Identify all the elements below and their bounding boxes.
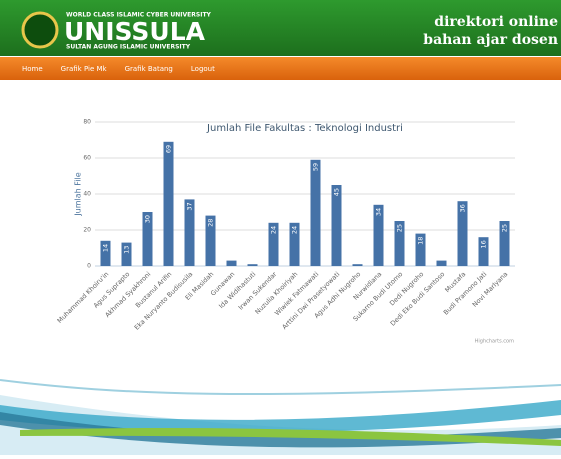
chart-title: Jumlah File Fakultas : Teknologi Industr… [206,123,403,134]
subtitle: SULTAN AGUNG ISLAMIC UNIVERSITY [66,44,191,51]
logo [23,13,57,47]
y-tick-label: 60 [83,155,91,162]
header-right: direktori online [434,14,558,30]
y-tick-label: 0 [87,263,91,270]
data-label: 37 [186,202,194,210]
bar [164,142,174,266]
page: WORLD CLASS ISLAMIC CYBER UNIVERSITY UNI… [0,0,561,455]
data-label: 36 [459,204,467,212]
data-label: 59 [312,163,320,171]
bar [437,261,447,266]
data-label: 28 [207,219,215,227]
data-label: 25 [501,224,509,232]
y-tick-label: 80 [83,119,91,126]
data-label: 13 [123,246,131,254]
nav-link[interactable]: Grafik Pie Mk [61,65,108,73]
data-label: 45 [333,188,341,196]
footer-waves [0,380,561,455]
header-right: bahan ajar dosen [423,32,558,48]
bar [311,160,321,266]
brand: UNISSULA [64,17,206,46]
nav-link[interactable]: Logout [191,65,215,73]
nav-link[interactable]: Grafik Batang [125,65,173,73]
bar [227,261,237,266]
data-label: 30 [144,215,152,223]
data-label: 14 [102,244,110,252]
bar [248,264,258,266]
bar [353,264,363,266]
y-tick-label: 40 [83,191,91,198]
screen: WORLD CLASS ISLAMIC CYBER UNIVERSITY UNI… [0,0,561,455]
y-axis-label: Jumlah File [74,172,83,216]
data-label: 69 [165,145,173,153]
credit: Highcharts.com [475,339,514,345]
data-label: 34 [375,208,383,216]
chart: Jumlah File Fakultas : Teknologi Industr… [56,119,515,345]
data-label: 24 [270,226,278,234]
data-label: 16 [480,240,488,248]
data-label: 24 [291,226,299,234]
data-label: 18 [417,237,425,245]
y-tick-label: 20 [83,227,91,234]
nav-link[interactable]: Home [22,65,43,73]
data-label: 25 [396,224,404,232]
